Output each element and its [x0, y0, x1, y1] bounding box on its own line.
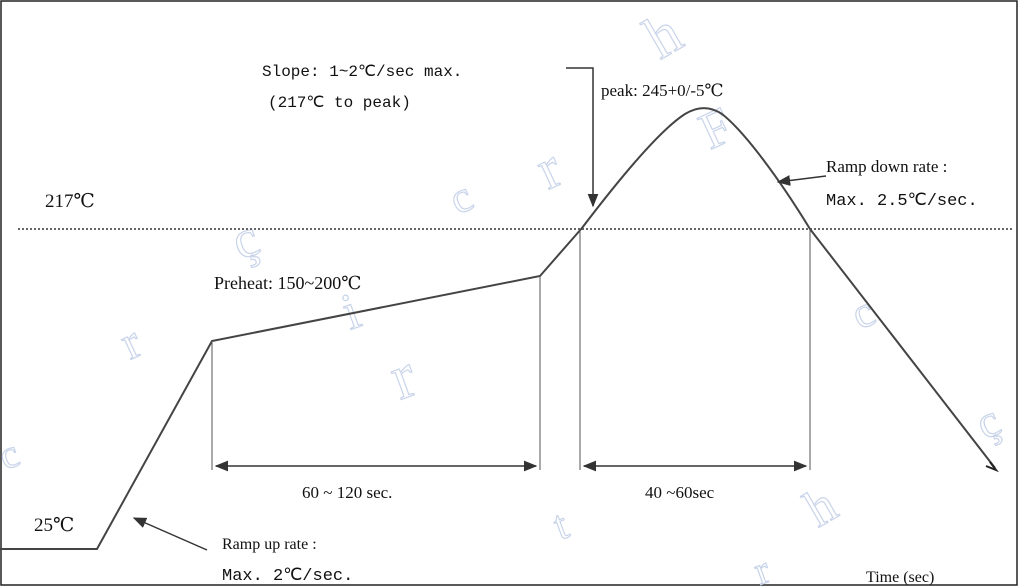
time-axis-arrow — [985, 461, 999, 473]
reflow-duration-label: 40 ~60sec — [645, 483, 715, 502]
temp-217-label: 217℃ — [45, 191, 95, 212]
ramp-up-label-line1: Ramp up rate : — [222, 536, 317, 553]
temp-25-label: 25℃ — [34, 515, 74, 536]
temperature-curve — [0, 107, 996, 550]
watermark-glyph: r — [381, 339, 425, 413]
ramp-down-callout-arrow — [776, 175, 827, 186]
ramp-up-label-line2: Max. 2℃/sec. — [222, 567, 353, 586]
ramp-down-label-line1: Ramp down rate : — [826, 157, 947, 176]
peak-label: peak: 245+0/-5℃ — [601, 81, 724, 100]
watermark-glyph: r — [526, 135, 571, 202]
slope-callout-arrow — [566, 67, 599, 208]
watermark-glyph: r — [748, 547, 776, 587]
preheat-label: Preheat: 150~200℃ — [214, 273, 361, 293]
watermark-glyph: c — [442, 171, 480, 224]
watermark-glyph: c — [0, 430, 25, 478]
watermark-glyph: c — [844, 286, 882, 339]
slope-label-line1: Slope: 1~2℃/sec max. — [262, 63, 462, 81]
ramp-up-callout-arrow — [132, 517, 208, 551]
ramp-down-label-line2: Max. 2.5℃/sec. — [826, 192, 978, 211]
watermark-glyph: t — [548, 502, 575, 549]
slope-label-line2: (217℃ to peak) — [268, 94, 411, 112]
watermark-glyph: ç — [224, 207, 267, 272]
watermark-glyph: r — [112, 315, 149, 370]
preheat-duration-label: 60 ~ 120 sec. — [302, 483, 392, 502]
watermark-glyph: F — [691, 97, 741, 161]
watermark-glyph: h — [796, 476, 847, 538]
watermark-glyph: h — [634, 0, 693, 71]
time-axis-label: Time (sec) — [866, 569, 934, 586]
